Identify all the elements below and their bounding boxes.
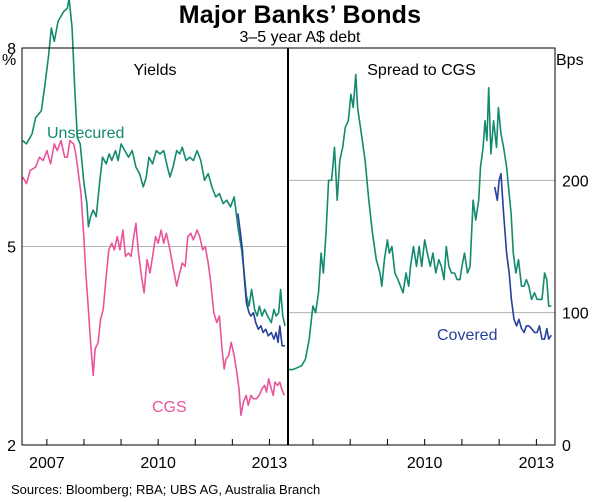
series-line-covered — [237, 213, 285, 347]
left-axis-unit: % — [2, 52, 17, 69]
panel-title: Yields — [134, 62, 177, 79]
series-label-cgs: CGS — [152, 399, 187, 416]
chart-title: Major Banks’ Bonds — [178, 1, 422, 29]
series-label-covered: Covered — [437, 327, 497, 344]
x-tick-label: 2007 — [29, 455, 65, 472]
x-tick-label: 2010 — [140, 455, 176, 472]
series-label-unsecured: Unsecured — [47, 125, 124, 142]
y-tick-label: 2 — [7, 438, 16, 455]
y-tick-label: 0 — [562, 438, 571, 455]
x-tick-label: 2013 — [252, 455, 288, 472]
panel-title: Spread to CGS — [367, 62, 476, 79]
series-line-unsecured — [288, 73, 552, 371]
x-tick-label: 2013 — [519, 455, 555, 472]
chart-subtitle: 3–5 year A$ debt — [239, 29, 361, 46]
series-line-covered — [493, 172, 552, 340]
series-line-cgs — [22, 139, 286, 416]
source-note: Sources: Bloomberg; RBA; UBS AG, Austral… — [11, 482, 321, 497]
right-axis-unit: Bps — [556, 52, 584, 69]
series-line-unsecured — [22, 0, 286, 327]
y-tick-label: 8 — [7, 41, 16, 58]
x-tick-label: 2010 — [407, 455, 443, 472]
y-tick-label: 5 — [7, 240, 16, 257]
y-tick-label: 100 — [562, 306, 589, 323]
chart-canvas: 2 5 8 2007 2010 2013 Yields Unsecured CGS 0 100 200… — [7, 0, 589, 472]
y-tick-label: 200 — [562, 173, 589, 190]
